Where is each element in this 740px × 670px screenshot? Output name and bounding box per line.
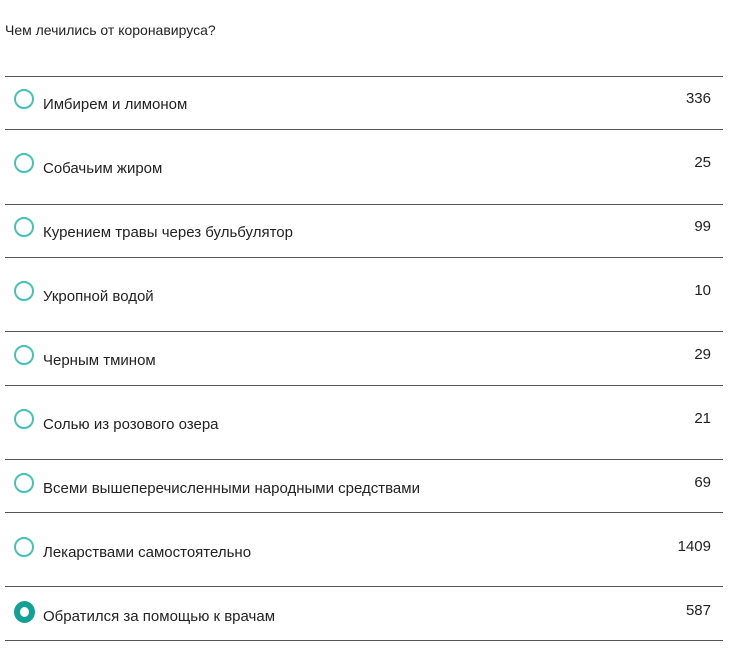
poll-question: Чем лечились от коронавируса?: [5, 22, 216, 38]
radio-button[interactable]: [14, 281, 34, 301]
poll-option[interactable]: Всеми вышеперечисленными народными средс…: [0, 473, 740, 503]
vote-count: 10: [694, 282, 711, 299]
poll-option[interactable]: Солью из розового озера 21: [0, 409, 740, 439]
option-label: Имбирем и лимоном: [43, 96, 188, 113]
option-label: Солью из розового озера: [43, 416, 219, 433]
option-label: Обратился за помощью к врачам: [43, 608, 276, 625]
radio-button[interactable]: [14, 217, 34, 237]
vote-count: 29: [694, 346, 711, 363]
radio-button[interactable]: [14, 537, 34, 557]
vote-count: 336: [685, 90, 711, 107]
option-label: Всеми вышеперечисленными народными средс…: [43, 480, 420, 497]
radio-button[interactable]: [14, 473, 34, 493]
radio-button[interactable]: [14, 345, 34, 365]
vote-count: 21: [694, 410, 711, 427]
vote-count: 25: [694, 154, 711, 171]
vote-count: 69: [694, 474, 711, 491]
divider: [5, 512, 723, 513]
poll-option[interactable]: Обратился за помощью к врачам 587: [0, 601, 740, 631]
option-label: Собачьим жиром: [43, 160, 163, 177]
divider: [5, 586, 723, 587]
poll-option[interactable]: Имбирем и лимоном 336: [0, 89, 740, 119]
divider: [5, 385, 723, 386]
divider: [5, 331, 723, 332]
poll-option[interactable]: Курением травы через бульбулятор 99: [0, 217, 740, 247]
divider: [5, 129, 723, 130]
poll-option[interactable]: Черным тмином 29: [0, 345, 740, 375]
radio-button[interactable]: [14, 153, 34, 173]
divider: [5, 640, 723, 641]
poll-option[interactable]: Собачьим жиром 25: [0, 153, 740, 183]
vote-count: 99: [694, 218, 711, 235]
option-label: Черным тмином: [43, 352, 156, 369]
vote-count: 1409: [677, 538, 711, 555]
radio-button[interactable]: [14, 89, 34, 109]
vote-count: 587: [685, 602, 711, 619]
divider: [5, 76, 723, 77]
option-label: Лекарствами самостоятельно: [43, 544, 252, 561]
poll-option[interactable]: Лекарствами самостоятельно 1409: [0, 537, 740, 567]
option-label: Укропной водой: [43, 288, 154, 305]
divider: [5, 257, 723, 258]
option-label: Курением травы через бульбулятор: [43, 224, 293, 241]
radio-button[interactable]: [14, 409, 34, 429]
radio-button[interactable]: [14, 601, 35, 623]
poll-option[interactable]: Укропной водой 10: [0, 281, 740, 311]
divider: [5, 459, 723, 460]
divider: [5, 204, 723, 205]
